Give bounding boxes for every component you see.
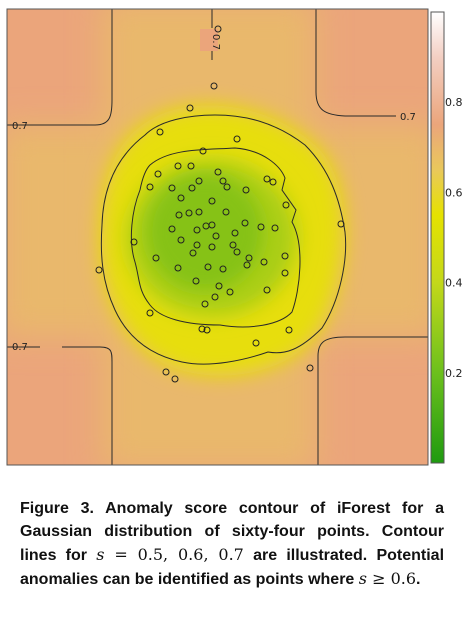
data-point <box>229 241 237 249</box>
data-point <box>130 238 138 246</box>
data-point <box>212 232 220 240</box>
data-point <box>174 162 182 170</box>
data-point <box>282 201 290 209</box>
contour-0.7-bottom-right <box>317 336 428 465</box>
data-point <box>177 236 185 244</box>
data-point <box>198 325 206 333</box>
data-point <box>260 258 268 266</box>
data-point <box>271 224 279 232</box>
data-point <box>193 226 201 234</box>
data-point <box>226 288 234 296</box>
data-point <box>263 286 271 294</box>
caption-text-1: Anomaly score contour of iForest for a G… <box>20 500 444 564</box>
contour-0.7-bottom-left <box>7 346 113 465</box>
data-point <box>233 135 241 143</box>
data-point <box>241 219 249 227</box>
data-point <box>186 104 194 112</box>
plot-frame <box>6 8 429 466</box>
data-point <box>174 264 182 272</box>
data-point <box>306 364 314 372</box>
data-point <box>199 147 207 155</box>
heatmap <box>7 9 428 465</box>
data-point <box>187 162 195 170</box>
contour-label-bottom-left: 0.7 <box>12 342 28 353</box>
data-point <box>219 177 227 185</box>
data-point <box>201 300 209 308</box>
data-point <box>95 266 103 274</box>
caption-math-1: s = 0.5, 0.6, 0.7 <box>96 545 244 564</box>
caption-text-2: are illustrated. Potential anomalies can… <box>20 547 445 588</box>
colorbar-tick-label: 0.8 <box>445 96 463 109</box>
data-point <box>193 241 201 249</box>
data-point <box>171 375 179 383</box>
colorbar-gradient <box>430 11 445 464</box>
data-point <box>231 229 239 237</box>
colorbar-ticks: 0.8 0.6 0.4 0.2 <box>445 96 463 380</box>
data-point <box>281 269 289 277</box>
data-point <box>192 277 200 285</box>
data-point <box>269 178 277 186</box>
contour-0.7-top-right <box>315 9 396 117</box>
data-point <box>156 128 164 136</box>
data-point <box>263 175 271 183</box>
data-point <box>252 339 260 347</box>
data-point <box>162 368 170 376</box>
contour-0.5 <box>130 147 301 328</box>
caption-math-2: s ≥ 0.6 <box>358 569 417 588</box>
colorbar-tick-label: 0.2 <box>445 367 463 380</box>
data-points <box>95 25 345 383</box>
data-point <box>214 25 222 33</box>
data-point <box>233 248 241 256</box>
caption-label: Figure 3. <box>20 500 94 517</box>
contour-labels: 0.7 0.7 0.7 0.7 <box>12 29 416 353</box>
contour-label-top-left: 0.7 <box>12 121 28 132</box>
colorbar-tick-label: 0.4 <box>445 277 463 290</box>
data-point <box>188 184 196 192</box>
data-point <box>195 208 203 216</box>
data-point <box>154 170 162 178</box>
data-point <box>152 254 160 262</box>
data-point <box>243 261 251 269</box>
data-point <box>222 208 230 216</box>
data-point <box>195 177 203 185</box>
data-point <box>189 249 197 257</box>
data-point <box>214 168 222 176</box>
contour-0.6 <box>100 114 347 365</box>
contour-0.7-top-left <box>7 9 113 126</box>
data-point <box>245 254 253 262</box>
data-point <box>242 186 250 194</box>
data-point <box>204 263 212 271</box>
data-point <box>208 221 216 229</box>
colorbar: 0.8 0.6 0.4 0.2 <box>430 11 463 464</box>
data-point <box>281 252 289 260</box>
data-point <box>203 326 211 334</box>
data-point <box>285 326 293 334</box>
data-point <box>185 209 193 217</box>
data-point <box>219 265 227 273</box>
data-point <box>175 211 183 219</box>
figure-caption: Figure 3. Anomaly score contour of iFore… <box>20 500 445 588</box>
data-point <box>146 309 154 317</box>
contour-lines <box>7 9 428 465</box>
contour-label-top-right: 0.7 <box>400 112 416 123</box>
data-point <box>223 183 231 191</box>
colorbar-tick-label: 0.6 <box>445 186 463 199</box>
data-point <box>215 282 223 290</box>
data-point <box>211 293 219 301</box>
data-point <box>168 225 176 233</box>
contour-figure: 0.7 0.7 0.7 0.7 0.8 0.6 0.4 0.2 <box>6 8 463 466</box>
data-point <box>337 220 345 228</box>
data-point <box>168 184 176 192</box>
data-point <box>177 194 185 202</box>
data-point <box>146 183 154 191</box>
contour-label-top-center: 0.7 <box>210 34 221 50</box>
data-point <box>208 243 216 251</box>
data-point <box>210 82 218 90</box>
data-point <box>257 223 265 231</box>
data-point <box>208 197 216 205</box>
